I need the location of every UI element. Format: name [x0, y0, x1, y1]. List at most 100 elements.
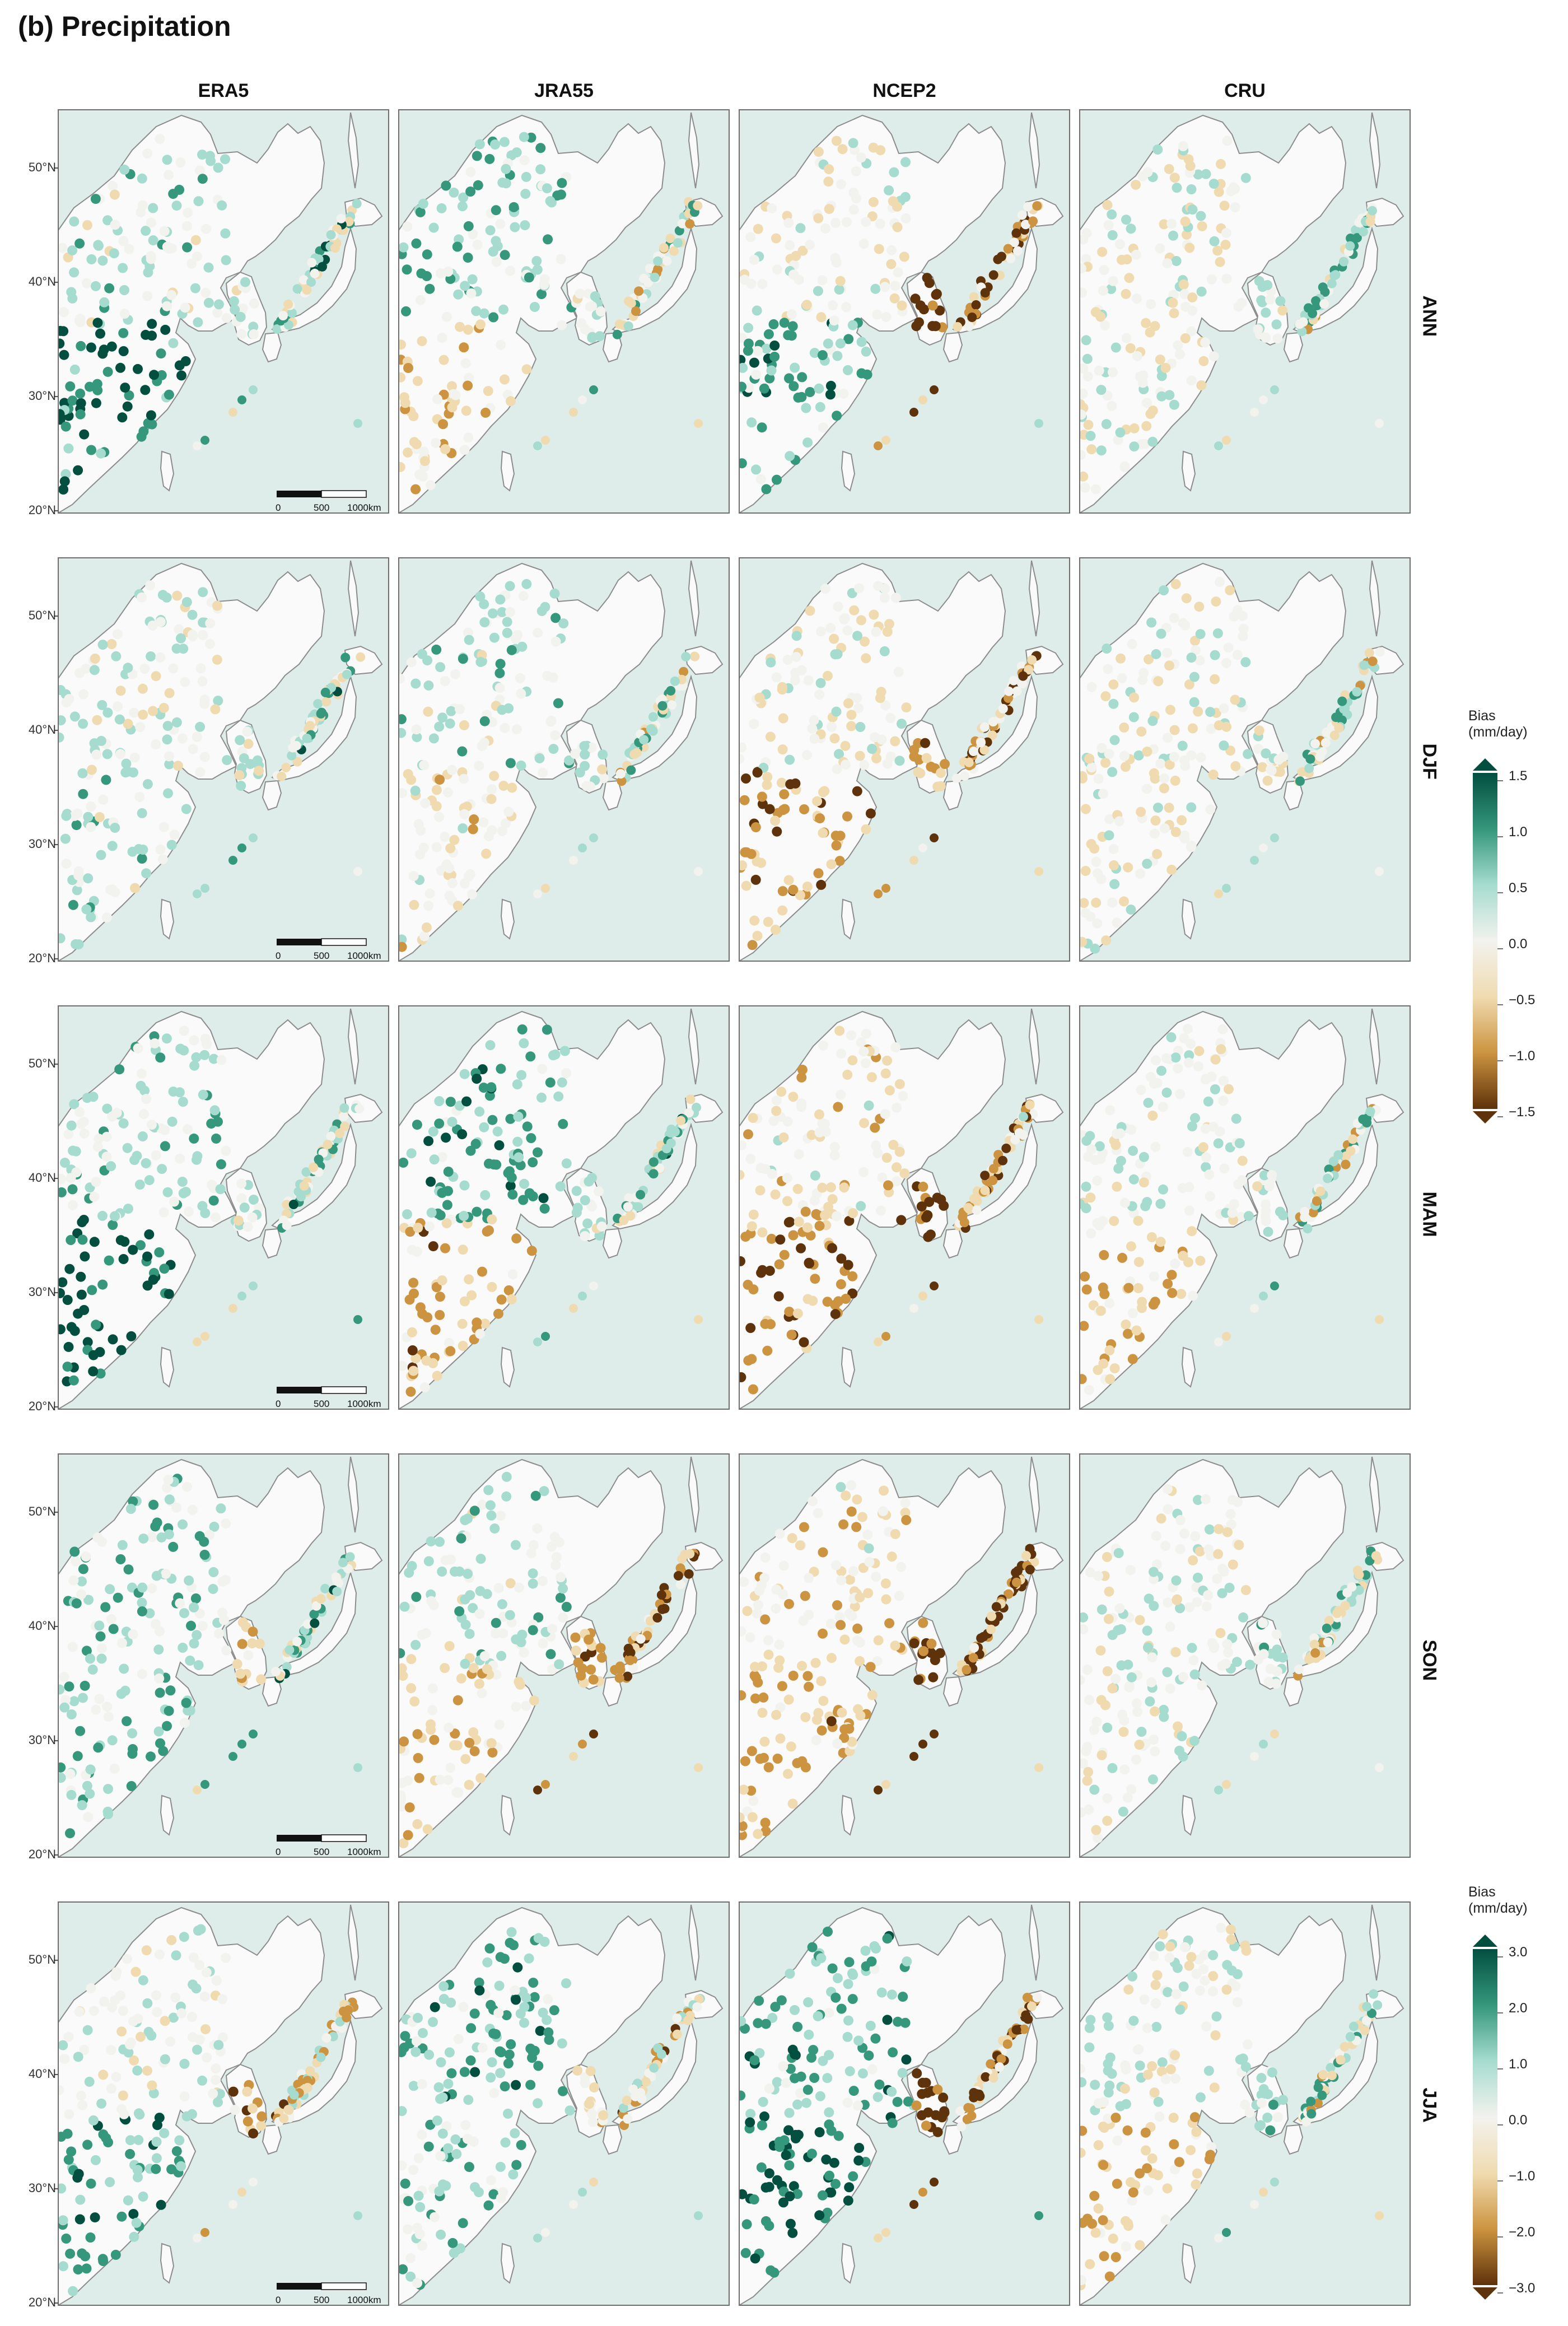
- station-point: [506, 396, 516, 407]
- station-point: [412, 1246, 422, 1257]
- station-point: [154, 1673, 165, 1684]
- station-point: [111, 2072, 122, 2082]
- station-point: [746, 417, 757, 428]
- station-point: [766, 1233, 777, 1244]
- station-point: [496, 1511, 506, 1521]
- station-point: [777, 682, 787, 692]
- station-point: [148, 235, 158, 246]
- station-point: [1158, 1929, 1168, 1940]
- station-point: [440, 1663, 450, 1674]
- station-point: [1084, 2022, 1095, 2033]
- station-point: [1010, 1135, 1020, 1145]
- station-point: [868, 142, 879, 153]
- station-point: [474, 1679, 484, 1689]
- station-point: [457, 1129, 468, 1140]
- station-point: [988, 1176, 998, 1186]
- station-point: [740, 2024, 750, 2034]
- station-point: [827, 1194, 838, 1205]
- station-point: [139, 1085, 150, 1096]
- station-point: [869, 1941, 880, 1951]
- station-point: [763, 1762, 774, 1773]
- station-point: [1197, 221, 1207, 231]
- station-point: [217, 1576, 228, 1587]
- station-point: [909, 1304, 918, 1313]
- station-point: [757, 1227, 768, 1238]
- station-point: [156, 2199, 166, 2210]
- station-point: [848, 1970, 858, 1980]
- station-point: [533, 889, 542, 898]
- station-point: [1201, 1074, 1211, 1084]
- station-point: [166, 2164, 177, 2175]
- station-point: [58, 2040, 68, 2050]
- station-point: [408, 411, 419, 422]
- taiwan-island: [1181, 2243, 1196, 2284]
- station-point: [659, 243, 669, 253]
- station-point: [569, 1752, 578, 1761]
- station-point: [1352, 233, 1362, 243]
- station-point: [843, 1260, 853, 1270]
- station-point: [685, 219, 695, 229]
- panel-frame: [1079, 557, 1411, 962]
- station-point: [152, 2120, 162, 2131]
- station-point: [144, 1608, 155, 1619]
- station-point: [925, 1229, 936, 1240]
- station-point: [927, 321, 938, 332]
- station-point: [183, 207, 193, 218]
- taiwan-island: [160, 450, 175, 492]
- station-point: [1135, 1615, 1145, 1625]
- station-point: [477, 2043, 488, 2053]
- station-point: [427, 1705, 438, 1716]
- taiwan-island: [1181, 1794, 1196, 1836]
- station-point: [784, 2108, 795, 2118]
- station-point: [1175, 1544, 1186, 1554]
- station-point: [1136, 1727, 1147, 1737]
- station-point: [1333, 1150, 1343, 1160]
- station-point: [856, 1201, 866, 1211]
- station-point: [739, 1812, 745, 1822]
- station-point: [746, 1221, 757, 1232]
- station-point: [899, 1168, 910, 1179]
- station-point: [784, 373, 794, 384]
- station-point: [403, 363, 413, 373]
- station-point: [441, 1218, 452, 1229]
- station-point: [1146, 299, 1156, 310]
- station-point: [900, 2017, 911, 2028]
- station-point: [412, 1729, 423, 1740]
- station-point: [748, 1113, 758, 1123]
- station-point: [67, 395, 78, 406]
- station-point: [474, 139, 485, 150]
- station-point: [909, 744, 920, 755]
- station-point: [766, 2265, 776, 2276]
- station-point: [164, 1289, 174, 1299]
- station-point: [1179, 289, 1190, 300]
- station-point: [316, 2052, 326, 2062]
- station-point: [402, 221, 413, 232]
- station-point: [831, 1560, 841, 1570]
- station-point: [91, 1177, 101, 1187]
- station-point: [594, 331, 605, 342]
- station-point: [1151, 649, 1161, 659]
- station-point: [399, 1671, 408, 1681]
- station-point: [1270, 1730, 1279, 1738]
- station-point: [892, 2096, 903, 2107]
- station-point: [495, 1952, 506, 1963]
- station-point: [622, 2095, 632, 2105]
- station-point: [467, 274, 478, 285]
- station-point: [1305, 754, 1315, 764]
- station-point: [118, 1118, 129, 1129]
- station-point: [771, 1584, 782, 1595]
- station-point: [519, 132, 529, 142]
- station-point: [512, 1136, 523, 1147]
- station-point: [746, 1746, 757, 1756]
- station-point: [1183, 1057, 1194, 1068]
- station-point: [420, 798, 431, 809]
- station-point: [447, 402, 458, 413]
- station-point: [155, 1949, 165, 1960]
- station-point: [543, 234, 553, 245]
- station-point: [834, 856, 845, 866]
- station-point: [623, 1202, 633, 1212]
- station-point: [243, 739, 254, 749]
- station-point: [875, 218, 885, 229]
- station-point: [483, 386, 493, 397]
